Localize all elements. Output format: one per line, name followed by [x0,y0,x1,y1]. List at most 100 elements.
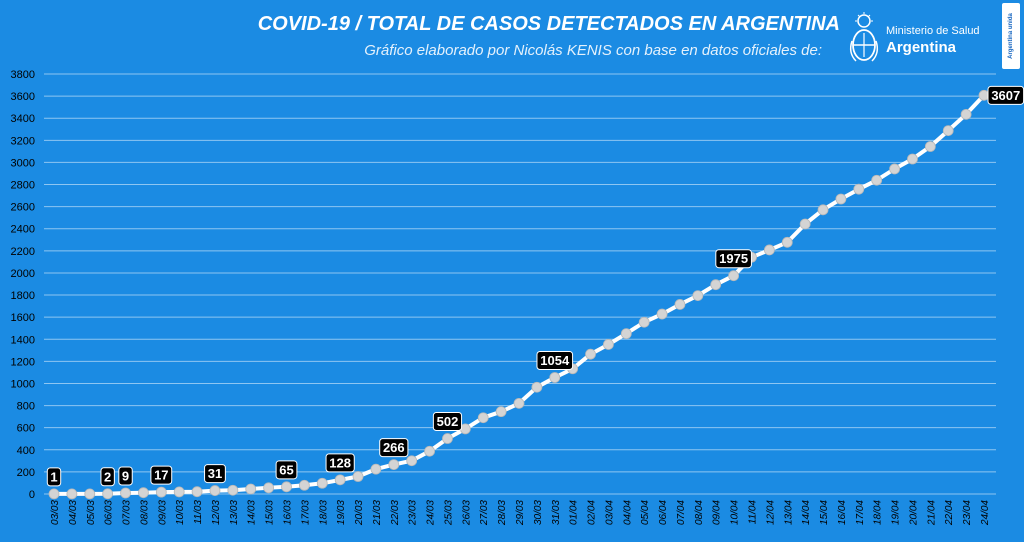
data-label-box [46,467,62,487]
data-point [334,474,346,486]
x-tick-label: 15/04 [819,500,830,525]
x-tick-label: 22/04 [944,500,955,526]
x-tick-label: 01/04 [569,500,580,525]
y-tick-label: 2800 [11,180,35,192]
data-point [513,397,525,409]
data-point [316,477,328,489]
x-tick-label: 17/03 [300,500,311,525]
data-point [853,183,865,195]
x-tick-label: 06/04 [658,500,669,525]
data-label: 17 [154,468,168,483]
data-point [889,163,900,175]
data-point [656,308,668,320]
data-label: 502 [437,414,459,429]
x-tick-label: 23/03 [408,500,419,526]
x-tick-label: 13/04 [783,500,794,525]
data-point [692,290,704,302]
x-tick-label: 20/04 [908,500,919,526]
data-point [835,193,847,205]
data-point [549,372,561,383]
x-tick-label: 12/03 [211,500,222,525]
data-point [263,482,275,494]
y-tick-label: 1200 [11,356,35,368]
data-point [281,481,292,493]
data-label: 31 [208,466,222,481]
x-tick-label: 14/03 [247,500,258,525]
x-tick-label: 15/03 [265,500,276,525]
y-tick-label: 1800 [11,290,35,302]
data-label-box [150,465,173,485]
x-tick-label: 20/03 [354,500,365,526]
y-tick-label: 3800 [11,69,35,81]
data-point [495,406,507,418]
y-tick-label: 200 [17,467,35,479]
data-label-box [432,412,463,432]
data-point [477,412,489,424]
x-tick-label: 26/03 [461,500,472,526]
x-tick-label: 27/03 [479,500,490,526]
y-tick-label: 2200 [11,246,35,258]
chart-subtitle: Gráfico elaborado por Nicolás KENIS con … [364,42,822,59]
data-point [155,486,167,498]
argentina-unida-badge: Argentina unida [1002,3,1020,69]
data-point [191,486,203,498]
x-tick-label: 03/03 [50,500,61,525]
y-tick-label: 400 [17,445,35,457]
data-point [763,244,775,256]
x-tick-label: 09/04 [712,500,723,525]
x-tick-label: 03/04 [604,500,615,525]
x-tick-label: 28/03 [497,500,508,526]
x-tick-label: 18/03 [318,500,329,525]
y-tick-label: 3400 [11,113,35,125]
data-point [907,153,918,165]
data-label: 266 [383,440,405,455]
data-point [799,218,811,230]
data-point [620,328,632,340]
data-label: 1975 [719,251,748,266]
data-point [298,479,310,491]
data-point [674,299,686,310]
data-point [406,455,418,467]
x-tick-label: 21/03 [372,500,383,526]
data-point [728,270,740,282]
data-point [173,486,185,498]
argentina-coat-of-arms-icon [849,12,879,62]
x-tick-label: 05/04 [640,500,651,525]
x-tick-label: 07/03 [122,500,133,525]
y-tick-label: 2600 [11,202,35,214]
x-tick-label: 04/03 [68,500,79,525]
y-tick-label: 2000 [11,268,35,280]
data-label-box [204,464,226,484]
x-tick-label: 07/04 [676,500,687,525]
x-tick-label: 06/03 [104,500,115,525]
x-tick-label: 24/03 [426,500,437,526]
x-tick-label: 02/04 [587,500,598,525]
x-tick-label: 11/03 [193,500,204,525]
badge-text: Argentina unida [1008,13,1014,59]
data-point [585,348,596,360]
data-point [138,487,149,499]
x-tick-label: 18/04 [873,500,884,525]
data-point [942,125,954,136]
x-tick-label: 22/03 [390,500,401,526]
data-point [84,488,96,500]
x-tick-label: 29/03 [515,500,526,526]
x-tick-label: 24/04 [980,500,991,526]
y-tick-label: 1600 [11,312,35,324]
y-tick-label: 3200 [11,135,35,147]
ministry-logo: Ministerio de Salud Argentina [846,11,996,67]
data-label: 1 [50,469,57,484]
data-point [817,204,829,216]
data-point [442,433,453,444]
data-label-box [275,460,298,480]
data-point [531,381,543,393]
data-point [924,141,936,152]
x-tick-label: 08/03 [139,500,150,525]
x-tick-label: 30/03 [533,500,544,525]
x-tick-label: 14/04 [801,500,812,525]
x-tick-label: 10/03 [175,500,186,525]
x-tick-label: 05/03 [86,500,97,525]
y-tick-label: 2400 [11,224,35,236]
data-label-box [100,467,115,487]
